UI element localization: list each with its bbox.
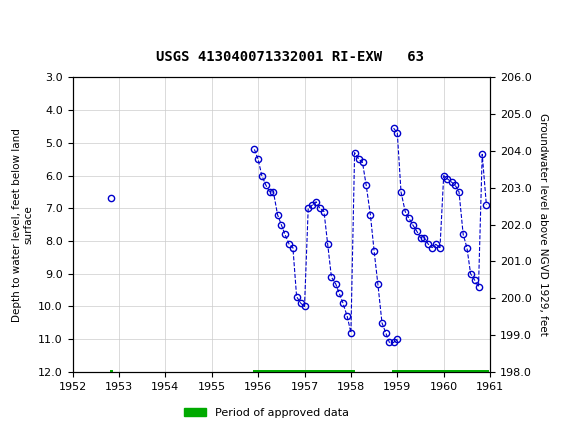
Legend: Period of approved data: Period of approved data — [180, 403, 354, 422]
Text: USGS 413040071332001 RI-EXW   63: USGS 413040071332001 RI-EXW 63 — [156, 50, 424, 64]
Bar — [252, 370, 354, 374]
Y-axis label: Groundwater level above NGVD 1929, feet: Groundwater level above NGVD 1929, feet — [538, 113, 548, 336]
Y-axis label: Depth to water level, feet below land
surface: Depth to water level, feet below land su… — [12, 128, 34, 322]
Bar — [110, 370, 113, 374]
Text: USGS: USGS — [35, 10, 90, 28]
Text: ▒: ▒ — [9, 5, 24, 34]
Bar — [392, 370, 489, 374]
